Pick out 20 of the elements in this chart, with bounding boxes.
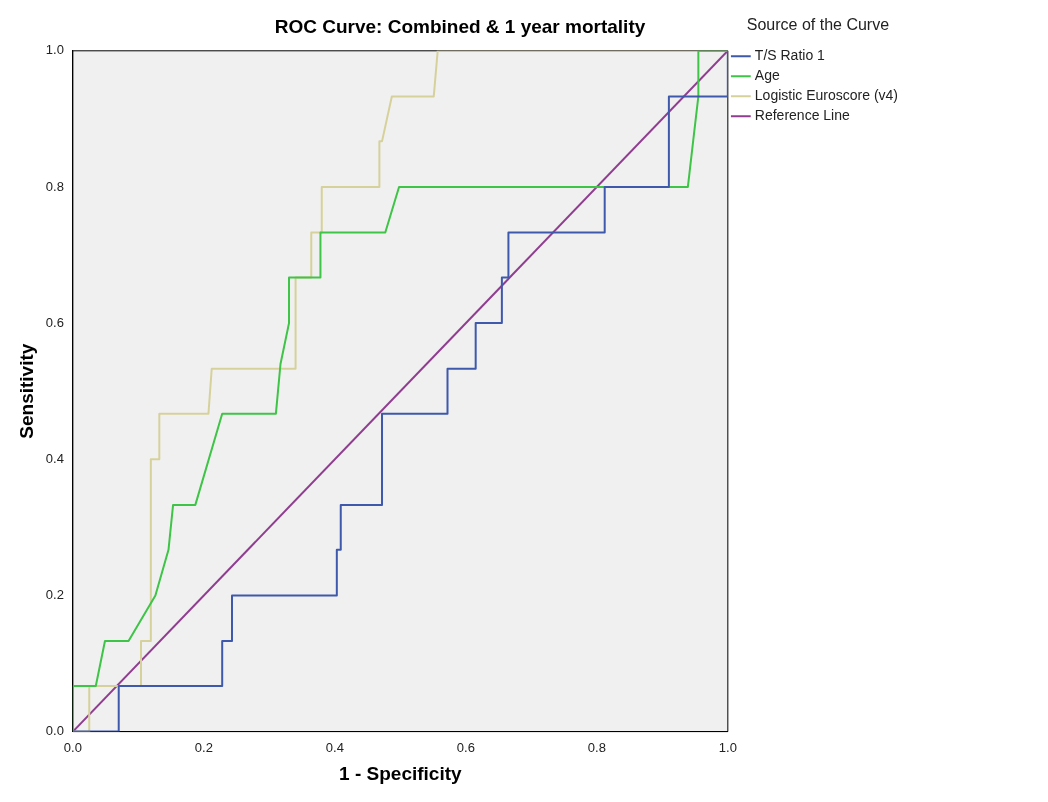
y-tick-label: 0.0 bbox=[45, 723, 64, 739]
y-tick-label: 0.6 bbox=[45, 314, 64, 330]
legend-label: Logistic Euroscore (v4) bbox=[754, 87, 899, 104]
y-tick-label: 0.2 bbox=[45, 587, 64, 603]
chart-title: ROC Curve: Combined & 1 year mortality bbox=[274, 15, 646, 37]
x-tick-label: 0.8 bbox=[587, 739, 606, 755]
legend-label: T/S Ratio 1 bbox=[754, 47, 826, 64]
legend-label: Reference Line bbox=[754, 107, 850, 124]
x-tick-label: 0.0 bbox=[63, 739, 82, 755]
x-tick-label: 0.2 bbox=[194, 739, 213, 755]
x-tick-label: 0.6 bbox=[456, 739, 475, 755]
y-tick-label: 0.4 bbox=[45, 450, 64, 466]
y-tick-label: 1.0 bbox=[45, 42, 64, 58]
x-tick-label: 1.0 bbox=[718, 739, 737, 755]
x-tick-label: 0.4 bbox=[325, 739, 344, 755]
x-axis-title: 1 - Specificity bbox=[339, 762, 463, 784]
legend-title: Source of the Curve bbox=[746, 16, 890, 34]
y-tick-label: 0.8 bbox=[45, 178, 64, 194]
legend-label: Age bbox=[754, 67, 780, 84]
y-axis-title: Sensitivity bbox=[15, 343, 37, 439]
